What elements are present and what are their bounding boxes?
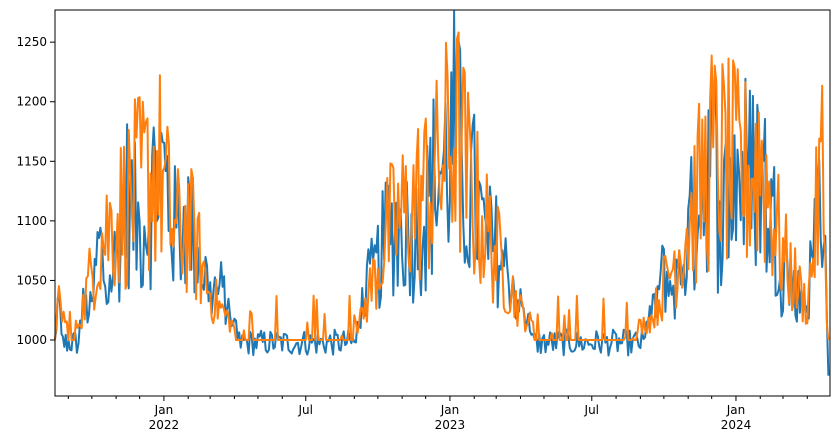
- x-tick-year-label: 2022: [149, 418, 180, 432]
- y-tick-label: 1050: [16, 273, 47, 287]
- x-tick-label: Jan: [154, 403, 174, 417]
- series-line-2: [54, 31, 830, 341]
- series-layer: [54, 10, 830, 376]
- y-tick-label: 1100: [16, 214, 47, 228]
- x-tick-year-label: 2024: [721, 418, 752, 432]
- x-tick-year-label: 2023: [435, 418, 466, 432]
- x-tick-label: Jul: [298, 403, 313, 417]
- plot-frame: [54, 9, 831, 397]
- y-tick-label: 1200: [16, 95, 47, 109]
- x-tick-label: Jan: [440, 403, 460, 417]
- y-tick-label: 1250: [16, 35, 47, 49]
- y-tick-label: 1000: [16, 333, 47, 347]
- x-tick-label: Jul: [584, 403, 599, 417]
- x-tick-label: Jan: [726, 403, 746, 417]
- y-axis: 1000 1050 1100 1150 1200 1250: [16, 35, 55, 347]
- y-tick-label: 1150: [16, 154, 47, 168]
